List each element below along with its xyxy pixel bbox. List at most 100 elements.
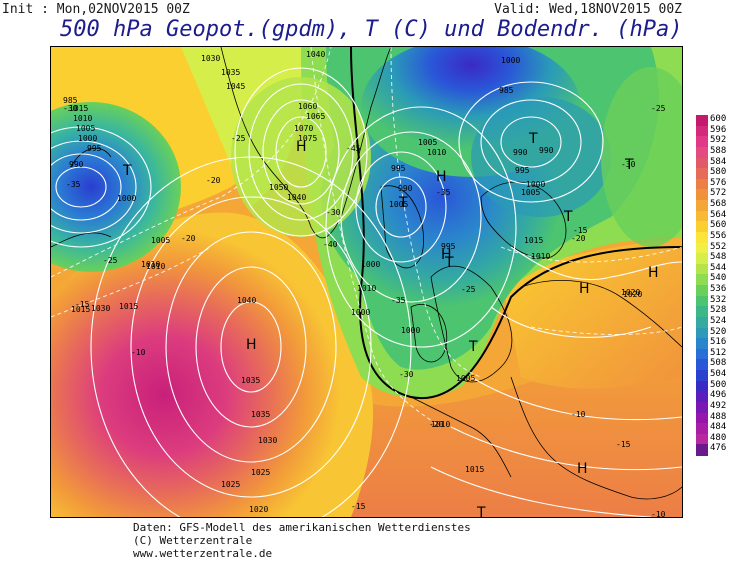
high-center-marker: H: [577, 461, 588, 477]
legend-swatch: [696, 370, 708, 382]
pressure-label: 1005: [389, 200, 408, 209]
legend-swatch: [696, 210, 708, 222]
pressure-label: 1040: [237, 296, 256, 305]
low-center-marker: T: [528, 131, 538, 147]
pressure-label: 1000: [501, 56, 520, 65]
legend-label: 532: [710, 294, 727, 305]
legend-swatch: [696, 285, 708, 297]
legend-label: 476: [710, 443, 727, 454]
temperature-label: -20: [571, 234, 586, 243]
pressure-label: 1010: [357, 284, 376, 293]
pressure-centers: T T T T T T T T H H H H H H H: [122, 131, 659, 517]
legend-label: 520: [710, 326, 727, 337]
legend-swatch: [696, 125, 708, 137]
legend-swatch: [696, 338, 708, 350]
legend-swatch: [696, 274, 708, 286]
legend-swatch: [696, 221, 708, 233]
temperature-label: -10: [571, 410, 586, 419]
legend-label: 576: [710, 177, 727, 188]
pressure-label: 990: [69, 160, 84, 169]
legend-swatch: [696, 327, 708, 339]
low-center-marker: T: [563, 209, 573, 225]
pressure-label: 990: [398, 184, 413, 193]
pressure-label: 1015: [69, 104, 88, 113]
legend-swatch: [696, 316, 708, 328]
temperature-label: -10: [131, 348, 146, 357]
temperature-label: -35: [436, 188, 451, 197]
pressure-label: 1050: [269, 183, 288, 192]
temperature-label: -30: [63, 104, 78, 113]
legend-swatch: [696, 380, 708, 392]
legend-label: 580: [710, 167, 727, 178]
legend-swatch: [696, 157, 708, 169]
high-center-marker: H: [441, 247, 452, 263]
footer-data-source: Daten: GFS-Modell des amerikanischen Wet…: [133, 521, 471, 534]
legend-swatch: [696, 146, 708, 158]
legend-label: 512: [710, 347, 727, 358]
legend-label: 524: [710, 315, 727, 326]
low-center-marker: T: [398, 195, 408, 211]
pressure-label: 1030: [91, 304, 110, 313]
legend-label: 496: [710, 390, 727, 401]
legend-swatch: [696, 231, 708, 243]
pressure-label: 1015: [465, 465, 484, 474]
temperature-label: -40: [323, 240, 338, 249]
isobars: [51, 67, 682, 517]
footer-copyright: (C) Wetterzentrale: [133, 534, 253, 547]
legend-swatch: [696, 189, 708, 201]
pressure-label: 1035: [241, 376, 260, 385]
pressure-label: 990: [539, 146, 554, 155]
temperature-label: -25: [651, 104, 666, 113]
pressure-label: 1035: [251, 410, 270, 419]
legend-label: 584: [710, 156, 727, 167]
low-center-marker: T: [468, 339, 478, 355]
high-center-marker: H: [579, 281, 590, 297]
legend-label: 548: [710, 252, 727, 263]
legend-swatch: [696, 178, 708, 190]
legend-label: 568: [710, 199, 727, 209]
pressure-label: 1020: [623, 290, 642, 299]
legend-label: 588: [710, 145, 727, 156]
temperature-label: -35: [391, 296, 406, 305]
pressure-label: 1060: [298, 102, 317, 111]
pressure-label: 1010: [73, 114, 92, 123]
legend-label: 504: [710, 369, 727, 379]
temperature-label: -15: [351, 502, 366, 511]
legend-label: 484: [710, 422, 727, 433]
temperature-label: -20: [181, 234, 196, 243]
pressure-label: 1000: [351, 308, 370, 317]
legend-label: 528: [710, 305, 727, 316]
pressure-label: 995: [87, 144, 102, 153]
legend-swatch: [696, 423, 708, 435]
greenland-high-fill: [231, 77, 371, 237]
temperature-label: -30: [326, 208, 341, 217]
pressure-label: 1020: [621, 288, 640, 297]
pressure-label: 1015: [524, 236, 543, 245]
legend-label: 536: [710, 284, 727, 294]
legend-label: 508: [710, 358, 727, 369]
geopotential-contour-552: [350, 47, 682, 400]
temperature-label: -35: [66, 180, 81, 189]
legend-swatch: [696, 115, 708, 127]
legend-label: 480: [710, 432, 727, 443]
legend-swatch: [696, 412, 708, 424]
pressure-label: 985: [63, 96, 78, 105]
legend-swatch: [696, 136, 708, 148]
pressure-label: 1000: [117, 194, 136, 203]
atlantic-high-fill: [51, 212, 373, 517]
legend-label: 544: [710, 262, 727, 273]
temperature-label: -45: [346, 144, 361, 153]
pressure-label: 1010: [146, 262, 165, 271]
legend-swatch: [696, 242, 708, 254]
legend-swatch: [696, 253, 708, 265]
pressure-label-group: 1030 1035 1040 1045 1060 1065 1070 1075 …: [63, 50, 642, 514]
pressure-label: 1000: [526, 180, 545, 189]
pressure-label: 1040: [287, 193, 306, 202]
pressure-label: 1045: [226, 82, 245, 91]
pressure-label: 1025: [251, 468, 270, 477]
pressure-label: 990: [513, 148, 528, 157]
footer-credits: Daten: GFS-Modell des amerikanischen Wet…: [133, 521, 471, 560]
temperature-label: -10: [651, 510, 666, 518]
legend-label: 516: [710, 337, 727, 348]
east-europe-fill: [501, 237, 682, 389]
